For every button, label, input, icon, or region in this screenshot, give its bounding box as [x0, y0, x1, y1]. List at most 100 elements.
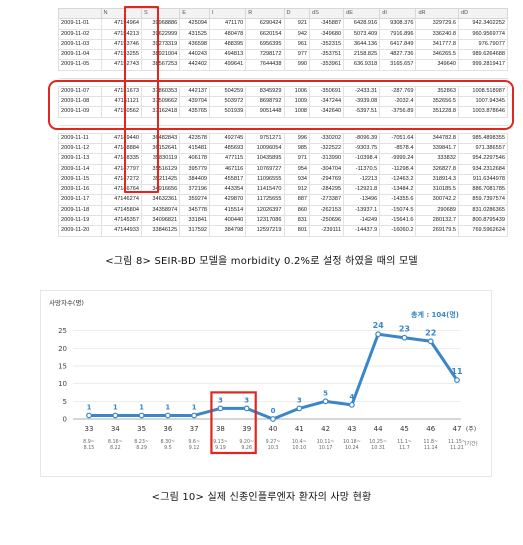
table-cell: 477115	[209, 153, 247, 165]
table-cell: 887	[283, 194, 311, 206]
x-range-label-start: 10.18~	[343, 439, 361, 445]
table-cell: -239111	[309, 225, 345, 237]
x-range-label-end: 10.17	[319, 445, 333, 451]
table-cell: 345778	[179, 204, 211, 217]
table-cell: 339841.7	[415, 142, 459, 155]
table-cell: 34358974	[140, 204, 181, 217]
column-header: I	[209, 7, 247, 20]
column-header: D	[283, 7, 311, 20]
table-cell: 317592	[179, 225, 211, 237]
table-cell: 47147272	[100, 173, 142, 186]
table-cell: -11298.4	[379, 163, 417, 175]
table-cell: 372196	[179, 184, 211, 196]
column-header: R	[245, 7, 285, 20]
table-cell: 2158.825	[343, 49, 381, 61]
data-point	[401, 334, 408, 341]
x-tick-label: 42	[321, 425, 330, 433]
data-label: 1	[113, 403, 118, 411]
table-row: 2009-11-09 47150562 37162418 435765 501939 90…	[58, 106, 509, 118]
table-cell: 6417.849	[379, 38, 417, 51]
table-cell: 976.79077	[457, 38, 509, 51]
table-cell: 494813	[209, 49, 247, 61]
table-cell: 934	[283, 173, 311, 186]
table-cell: 2009-11-13	[58, 153, 102, 165]
x-unit2-label: (기간)	[464, 440, 477, 447]
table-cell: 996	[283, 132, 311, 144]
data-point	[375, 331, 382, 338]
table-cell: 34916656	[140, 184, 181, 196]
table-cell: 39622999	[140, 28, 181, 40]
table-cell: 10096054	[245, 142, 285, 155]
data-label: 1	[165, 403, 170, 411]
table-cell: 912	[283, 184, 311, 196]
table-cell: 431525	[179, 28, 211, 40]
table-cell: -8096.39	[343, 132, 381, 144]
table-cell: 415481	[179, 142, 211, 155]
table-cell: -262153	[309, 204, 345, 217]
table-cell: 800.8795439	[457, 215, 509, 227]
table-cell: 318914.3	[415, 173, 459, 186]
data-label: 24	[373, 321, 385, 330]
table-cell: 47150562	[100, 106, 142, 118]
table-cell: 35830119	[140, 153, 181, 165]
data-point	[86, 412, 92, 419]
x-range-label-start: 8.16~	[108, 439, 123, 445]
x-tick-label: 44	[374, 425, 383, 433]
table-cell: -12213	[343, 173, 381, 186]
x-range-label-end: 9.12	[189, 445, 200, 451]
table-cell: 2009-11-17	[58, 194, 102, 206]
x-tick-label: 39	[242, 425, 251, 433]
x-range-label-end: 10.10	[292, 445, 306, 451]
table-cell: 2009-11-12	[58, 142, 102, 155]
table-cell: 7298172	[245, 49, 285, 61]
table-cell: 831.0286365	[457, 204, 509, 217]
table-cell: 1007.94345	[457, 96, 509, 108]
x-tick-label: 36	[163, 425, 172, 433]
table-cell: -10398.4	[343, 153, 381, 165]
table-cell: 3165.657	[379, 59, 417, 71]
table-row: 2009-11-19 47145357 34096821 331841 400440 12…	[58, 215, 509, 227]
table-cell: 471170	[209, 18, 247, 30]
data-point	[454, 377, 460, 384]
table-cell: 280132.7	[415, 215, 459, 227]
table-cell: -349680	[309, 28, 345, 40]
data-point	[348, 401, 355, 408]
y-tick-label: 20	[58, 345, 67, 353]
table-cell: 801	[283, 225, 311, 237]
table-cell: 47144933	[100, 225, 142, 237]
table-cell: 6620154	[245, 28, 285, 40]
table-row: 2009-11-13 47148335 35830119 406178 477115 10…	[58, 153, 509, 165]
table-cell: -7051.64	[379, 132, 417, 144]
column-header: dI	[379, 7, 417, 20]
data-label: 11	[451, 367, 463, 376]
x-tick-label: 38	[216, 425, 225, 433]
table-cell: 985	[283, 142, 311, 155]
table-cell: 47145804	[100, 204, 142, 217]
table-cell: -294769	[309, 173, 345, 186]
figure-caption-8: <그림 8> SEIR-BD 모델을 morbidity 0.2%로 설정 하였…	[105, 256, 418, 267]
highlight-box	[210, 391, 257, 455]
x-range-label-end: 9.19	[215, 445, 226, 451]
table-cell: -273387	[309, 194, 345, 206]
table-cell: 12026397	[245, 204, 285, 217]
x-range-label-end: 8.15	[84, 445, 95, 451]
table-cell: -16060.2	[379, 225, 417, 237]
table-cell: -14249	[343, 215, 381, 227]
table-row: 2009-11-07 47151673 37860353 442137 504259 83…	[58, 85, 509, 98]
table-cell: 11415470	[245, 184, 285, 196]
table-cell: 6956395	[245, 38, 285, 51]
table-cell: 6290424	[245, 18, 285, 30]
table-cell: 38567253	[140, 59, 181, 71]
table-cell: 7916.896	[379, 28, 417, 40]
x-range-label-end: 9.26	[241, 445, 252, 451]
table-cell: 971	[283, 153, 311, 165]
x-tick-label: 47	[453, 425, 462, 433]
x-range-label-start: 11.15~	[448, 439, 466, 445]
table-cell: 269179.5	[415, 225, 459, 237]
table-cell: 921	[283, 18, 311, 30]
table-cell: -313990	[309, 153, 345, 165]
x-range-label-end: 10.24	[345, 445, 359, 451]
data-label: 22	[425, 328, 436, 337]
table-cell: 2009-11-02	[58, 28, 102, 40]
